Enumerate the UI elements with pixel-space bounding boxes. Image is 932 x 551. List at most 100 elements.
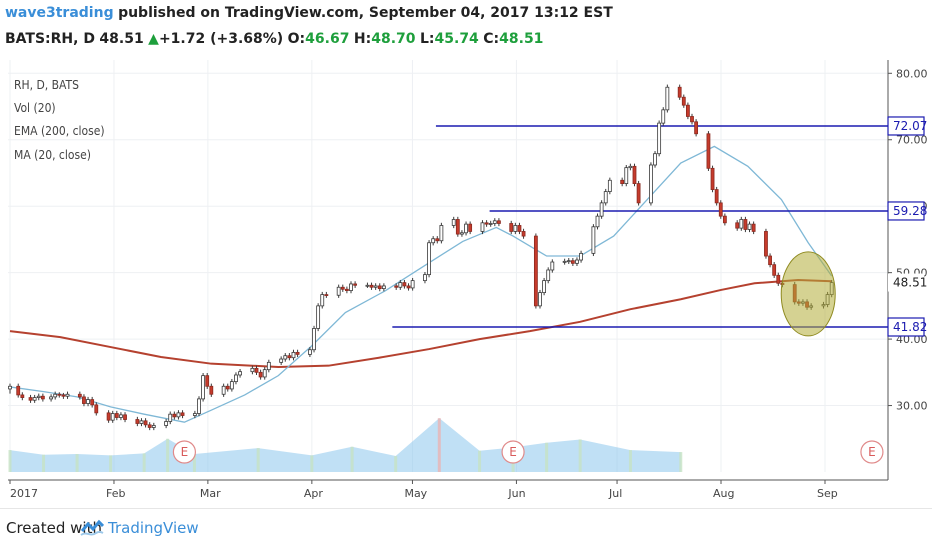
candle-body bbox=[661, 109, 666, 124]
candle-body bbox=[497, 220, 501, 224]
candle-body bbox=[677, 86, 682, 98]
candle-body bbox=[591, 226, 596, 254]
candle-body bbox=[546, 269, 551, 282]
candle-body bbox=[542, 280, 546, 293]
candle-body bbox=[575, 259, 579, 264]
candle-body bbox=[340, 286, 345, 290]
legend-ema: EMA (200, close) bbox=[14, 124, 105, 138]
volume-bar bbox=[8, 450, 12, 472]
axes: 30.0040.0050.0060.0070.0080.0072.0759.28… bbox=[8, 60, 928, 500]
price-level-label: 59.28 bbox=[893, 204, 927, 218]
candle-body bbox=[266, 361, 271, 371]
x-tick-label: 2017 bbox=[10, 487, 38, 500]
ohlc-line: BATS:RH, D 48.51 ▲+1.72 (+3.68%) O:46.67… bbox=[5, 31, 543, 47]
candle-body bbox=[772, 264, 777, 276]
tradingview-brand-link[interactable]: TradingView bbox=[108, 519, 199, 537]
author-link[interactable]: wave3trading bbox=[5, 5, 114, 21]
x-tick-label: Aug bbox=[713, 487, 734, 500]
candle-body bbox=[468, 223, 473, 232]
candle-body bbox=[308, 349, 312, 355]
earnings-marker bbox=[172, 440, 196, 464]
candle-body bbox=[353, 283, 358, 286]
candle-body bbox=[562, 260, 567, 263]
candle-body bbox=[312, 328, 316, 351]
candle-body bbox=[168, 413, 173, 422]
candle-body bbox=[254, 367, 259, 373]
candle-body bbox=[402, 282, 407, 287]
candles bbox=[8, 84, 834, 431]
volume-bar bbox=[192, 454, 196, 472]
candle-body bbox=[180, 412, 185, 416]
grid bbox=[8, 60, 888, 472]
volume-bar bbox=[166, 438, 170, 472]
price-level-tag bbox=[887, 201, 925, 221]
candle-body bbox=[603, 191, 608, 204]
candle-body bbox=[36, 395, 41, 398]
candle-body bbox=[628, 165, 633, 169]
candle-body bbox=[320, 294, 325, 307]
candle-body bbox=[431, 238, 436, 244]
candle-body bbox=[381, 285, 386, 289]
candle-body bbox=[406, 285, 411, 289]
candle-body bbox=[283, 355, 288, 360]
x-tick-label: May bbox=[404, 487, 427, 500]
close-value: 48.51 bbox=[499, 31, 544, 47]
candle-body bbox=[410, 280, 415, 289]
candle-body bbox=[714, 189, 719, 204]
candle-body bbox=[16, 385, 21, 396]
candle-body bbox=[192, 413, 197, 416]
x-tick-label: Jul bbox=[608, 487, 622, 500]
candle-body bbox=[517, 225, 522, 232]
candle-body bbox=[735, 222, 740, 229]
volume-bar bbox=[310, 455, 314, 472]
candle-body bbox=[94, 404, 99, 414]
last-price: 48.51 bbox=[99, 31, 144, 47]
candle-body bbox=[258, 371, 263, 378]
candle-body bbox=[722, 215, 727, 224]
candle-body bbox=[768, 255, 772, 266]
candle-body bbox=[250, 367, 255, 373]
volume-bar bbox=[628, 450, 632, 472]
price-change: +1.72 (+3.68%) bbox=[158, 31, 284, 47]
candle-body bbox=[681, 96, 686, 106]
candle-body bbox=[480, 222, 485, 232]
candle-body bbox=[747, 223, 752, 230]
candle-body bbox=[464, 223, 468, 234]
candle-body bbox=[201, 375, 205, 400]
legend-ma: MA (20, close) bbox=[14, 148, 91, 162]
candle-body bbox=[164, 421, 169, 426]
candle-body bbox=[65, 393, 70, 397]
legend-volume: Vol (20) bbox=[14, 101, 56, 115]
candle-body bbox=[706, 133, 711, 169]
candle-body bbox=[123, 414, 127, 420]
candle-body bbox=[349, 283, 353, 291]
last-price-label: 48.51 bbox=[893, 276, 927, 290]
price-chart[interactable]: EEE 30.0040.0050.0060.0070.0080.0072.075… bbox=[0, 60, 932, 508]
candle-body bbox=[291, 351, 296, 359]
candle-body bbox=[262, 369, 267, 378]
candle-body bbox=[595, 215, 600, 228]
candle-body bbox=[665, 86, 670, 111]
publish-info: published on TradingView.com, September … bbox=[118, 5, 613, 21]
high-value: 48.70 bbox=[371, 31, 416, 47]
candle-body bbox=[776, 274, 781, 284]
candle-body bbox=[488, 223, 493, 225]
candle-body bbox=[139, 420, 144, 424]
candle-body bbox=[694, 121, 699, 135]
candle-body bbox=[147, 424, 152, 428]
candle-body bbox=[229, 381, 234, 390]
highlight-circle bbox=[780, 251, 836, 337]
plot-background bbox=[8, 60, 888, 472]
candle-body bbox=[86, 399, 90, 404]
candle-body bbox=[435, 238, 440, 242]
earnings-label: E bbox=[181, 445, 189, 459]
candle-body bbox=[620, 179, 625, 185]
candle-body bbox=[151, 425, 156, 428]
candle-body bbox=[53, 393, 58, 398]
candle-body bbox=[373, 285, 378, 288]
candle-body bbox=[509, 223, 514, 232]
candle-body bbox=[20, 394, 25, 398]
volume-bar bbox=[578, 439, 582, 472]
candle-body bbox=[61, 394, 66, 397]
